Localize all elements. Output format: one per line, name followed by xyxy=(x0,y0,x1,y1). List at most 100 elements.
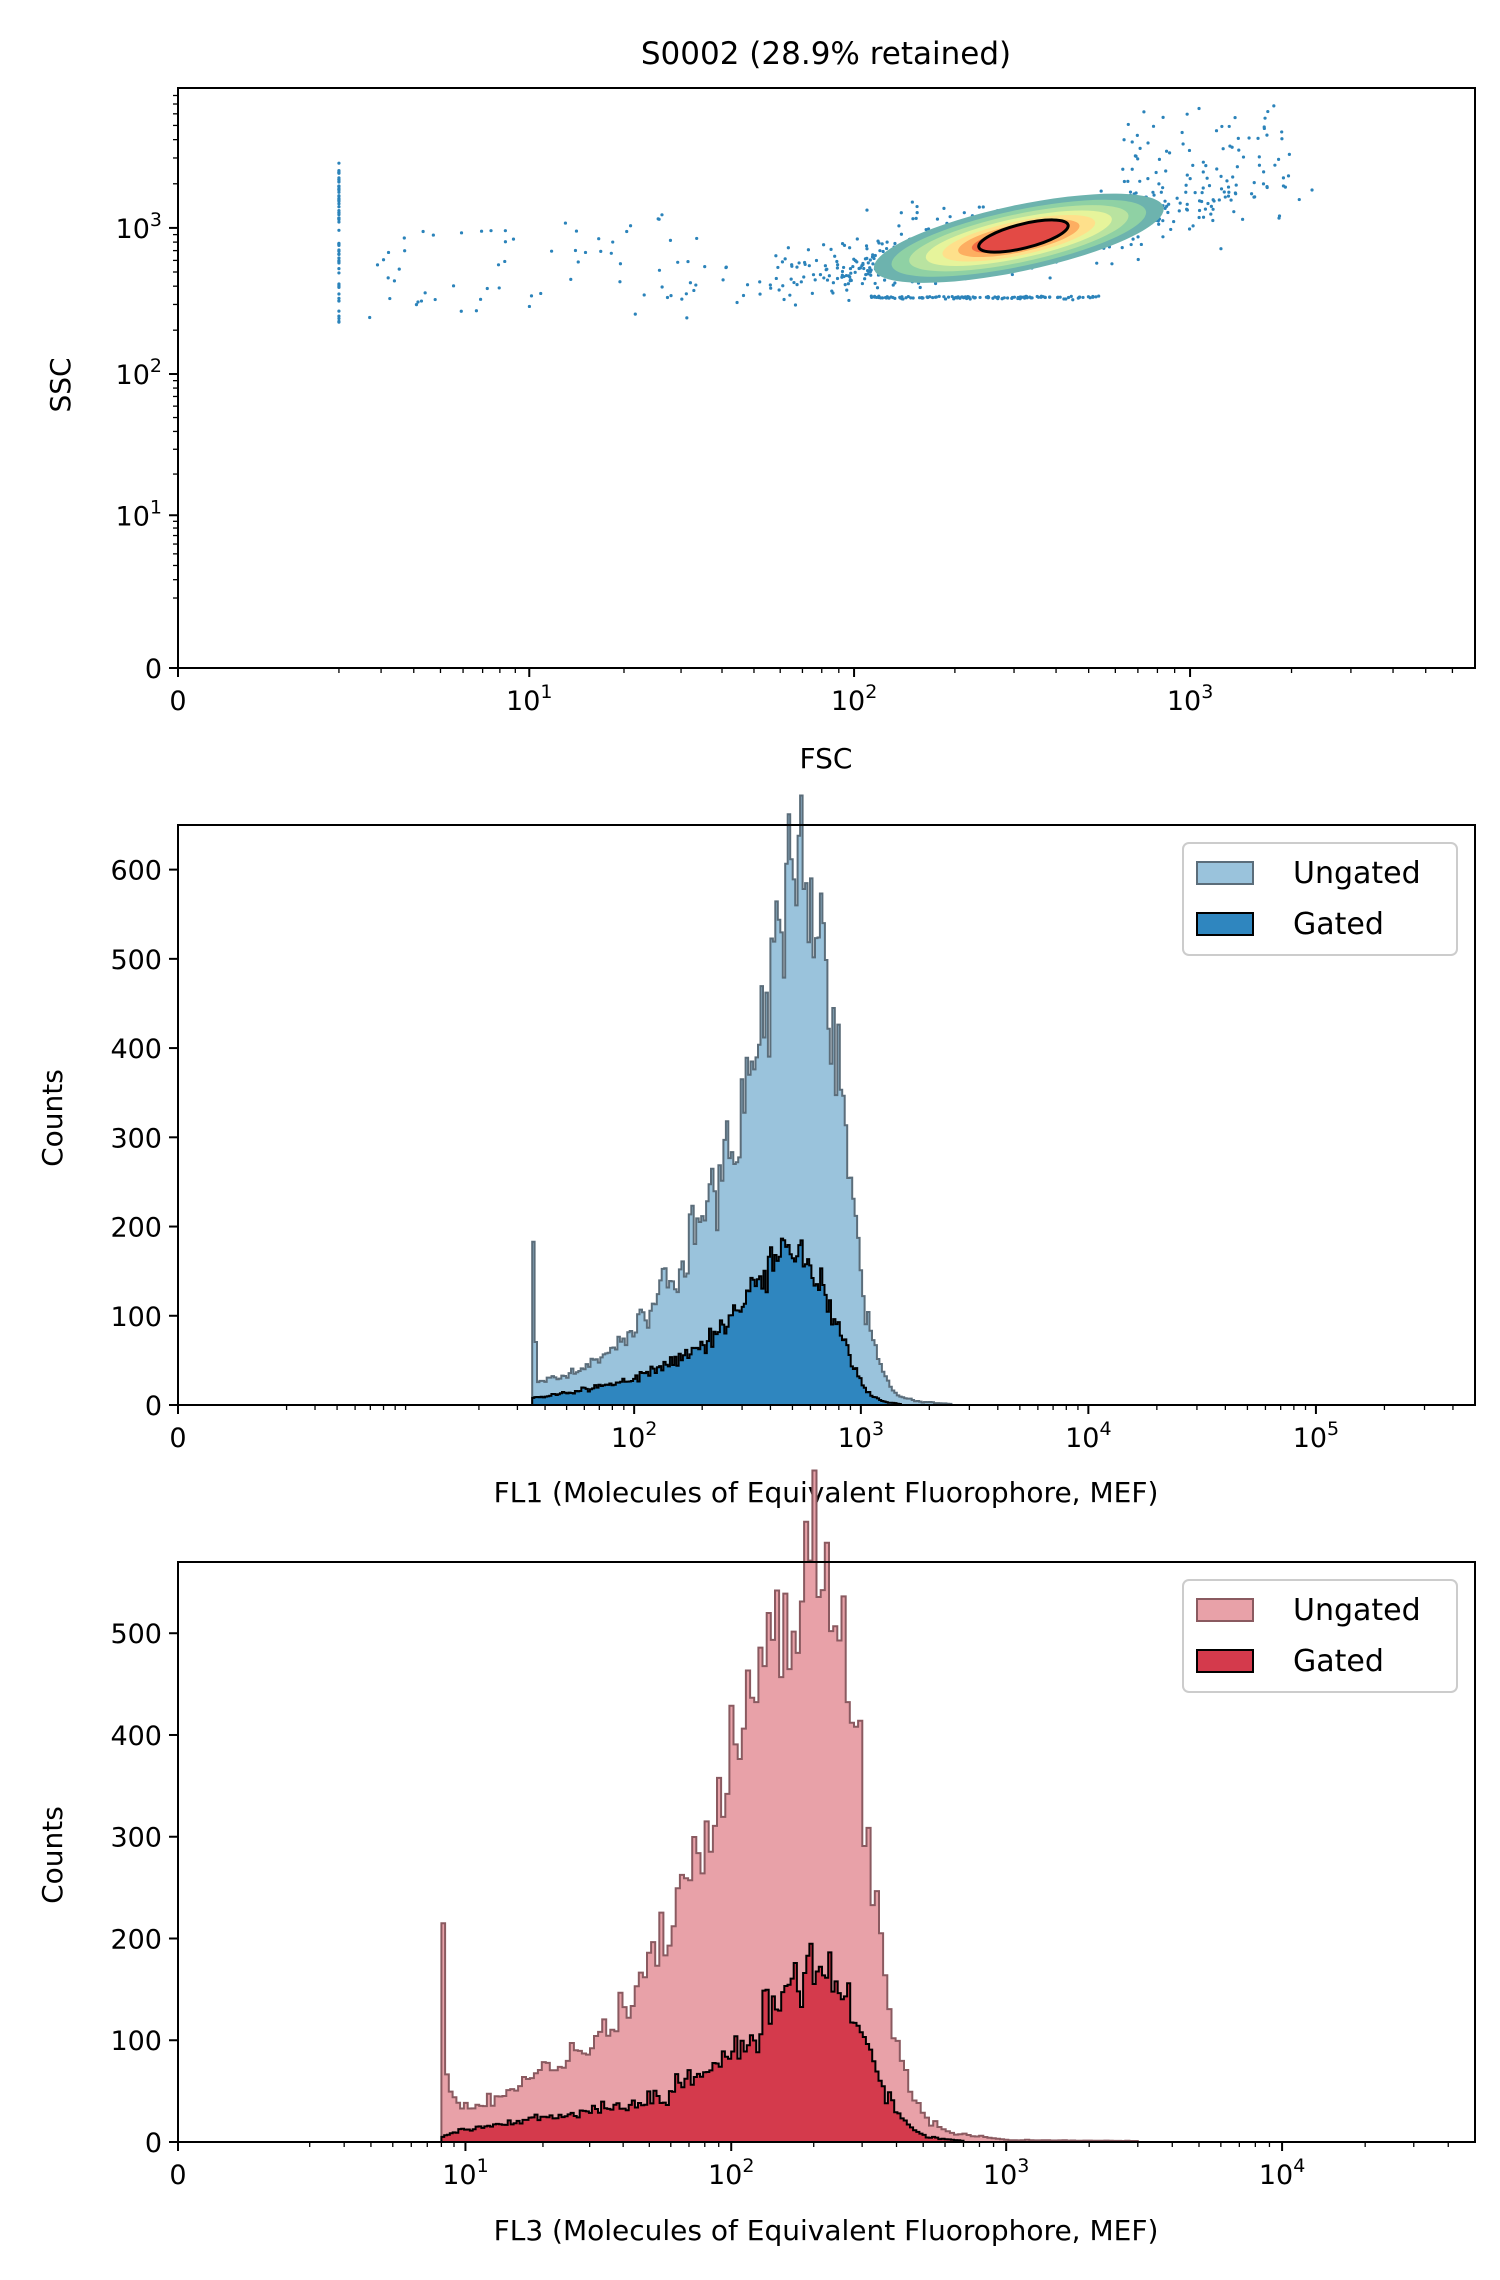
scatter-point xyxy=(459,231,464,235)
scatter-point xyxy=(962,295,966,300)
fl1-series-ungated xyxy=(531,794,953,1406)
scatter-point xyxy=(611,240,615,244)
scatter-point xyxy=(1201,170,1205,174)
fl1-ytick-label: 500 xyxy=(110,945,162,976)
scatter-point xyxy=(337,267,341,271)
scatter-point xyxy=(934,295,939,299)
scatter-point xyxy=(864,244,869,248)
scatter-point xyxy=(1142,110,1146,114)
scatter-point xyxy=(978,295,982,300)
scatter-point xyxy=(660,213,664,217)
scatter-point xyxy=(1056,295,1060,300)
scatter-point xyxy=(873,281,877,286)
scatter-point xyxy=(1062,297,1066,301)
scatter-point xyxy=(810,291,814,295)
fl3-xtick-label: 103 xyxy=(983,2155,1029,2191)
scatter-point xyxy=(1261,182,1266,186)
scatter-point xyxy=(891,283,895,287)
scatter-point xyxy=(827,274,831,278)
scatter-point xyxy=(657,268,662,272)
scatter-point xyxy=(1235,165,1239,169)
scatter-point xyxy=(924,227,928,232)
scatter-point xyxy=(478,297,483,301)
scatter-point xyxy=(1177,209,1181,213)
scatter-point xyxy=(1265,184,1269,189)
scatter-point xyxy=(1094,295,1098,299)
scatter-point xyxy=(776,265,780,270)
scatter-point xyxy=(818,273,823,277)
scatter-point xyxy=(880,242,884,246)
scatter-point xyxy=(935,217,940,221)
scatter-point xyxy=(1164,149,1169,153)
scatter-point xyxy=(1266,109,1270,114)
scatter-point xyxy=(872,256,876,261)
scatter-point xyxy=(933,281,938,286)
scatter-point xyxy=(831,291,835,295)
scatter-point xyxy=(403,249,407,253)
scatter-point xyxy=(1229,198,1233,202)
scatter-point xyxy=(1219,174,1223,178)
scatter-point xyxy=(1071,298,1075,302)
scatter-point xyxy=(899,211,903,215)
scatter-point xyxy=(774,276,778,281)
scatter-point xyxy=(1253,195,1257,199)
scatter-point xyxy=(1191,163,1195,167)
scatter-point xyxy=(1234,192,1238,196)
scatter-point xyxy=(1030,296,1034,300)
fl1-ylabel: Counts xyxy=(36,1069,69,1167)
scatter-point xyxy=(1231,175,1235,179)
scatter-point xyxy=(910,200,914,204)
scatter-point xyxy=(337,271,341,275)
scatter-point xyxy=(574,229,579,233)
fl1-ytick-label: 100 xyxy=(110,1302,162,1333)
fl1-series-gated xyxy=(531,1237,902,1406)
scatter-point xyxy=(337,216,341,220)
scatter-point xyxy=(337,249,341,253)
scatter-point xyxy=(931,295,935,300)
scatter-point xyxy=(973,295,977,300)
scatter-point xyxy=(735,300,739,305)
scatter-point xyxy=(855,237,859,241)
scatter-point xyxy=(563,221,568,225)
scatter-point xyxy=(840,269,845,274)
scatter-point xyxy=(1197,199,1202,203)
scatter-point xyxy=(855,260,859,264)
scatter-point xyxy=(721,278,725,282)
scatter-point xyxy=(688,281,693,285)
scatter-point xyxy=(1241,155,1246,159)
scatter-point xyxy=(694,283,698,287)
fl1-legend-swatch-ungated xyxy=(1196,861,1254,885)
scatter-point xyxy=(984,295,989,299)
fl3-legend: Ungated Gated xyxy=(1182,1579,1458,1693)
scatter-point xyxy=(849,271,853,275)
scatter-point xyxy=(1135,133,1139,137)
scatter-point xyxy=(695,236,699,241)
scatter-point xyxy=(899,232,904,236)
scatter-point xyxy=(802,260,807,265)
scatter-point xyxy=(842,243,847,247)
scatter-point xyxy=(783,257,787,261)
fl1-xlabel: FL1 (Molecules of Equivalent Fluorophore… xyxy=(494,1476,1159,1509)
scatter-point xyxy=(397,267,401,271)
scatter-point xyxy=(1058,295,1062,299)
scatter-point xyxy=(863,257,868,261)
scatter-point xyxy=(911,296,915,300)
scatter-point xyxy=(825,267,829,271)
scatter-point xyxy=(337,292,341,296)
scatter-point xyxy=(950,294,954,299)
scatter-point xyxy=(1157,182,1161,186)
scatter-point xyxy=(529,294,534,298)
scatter-point xyxy=(862,266,866,271)
scatter-point xyxy=(1232,210,1236,214)
scatter-point xyxy=(981,205,985,209)
scatter-point xyxy=(657,217,661,221)
scatter-point xyxy=(1181,142,1185,146)
scatter-point xyxy=(1081,295,1085,300)
scatter-point xyxy=(865,247,869,251)
scatter-point xyxy=(549,249,554,253)
scatter-point xyxy=(1129,242,1133,247)
scatter-point xyxy=(926,227,931,231)
fl1-ytick-label: 400 xyxy=(110,1034,162,1065)
scatter-point xyxy=(337,309,341,313)
scatter-point xyxy=(1139,242,1143,247)
